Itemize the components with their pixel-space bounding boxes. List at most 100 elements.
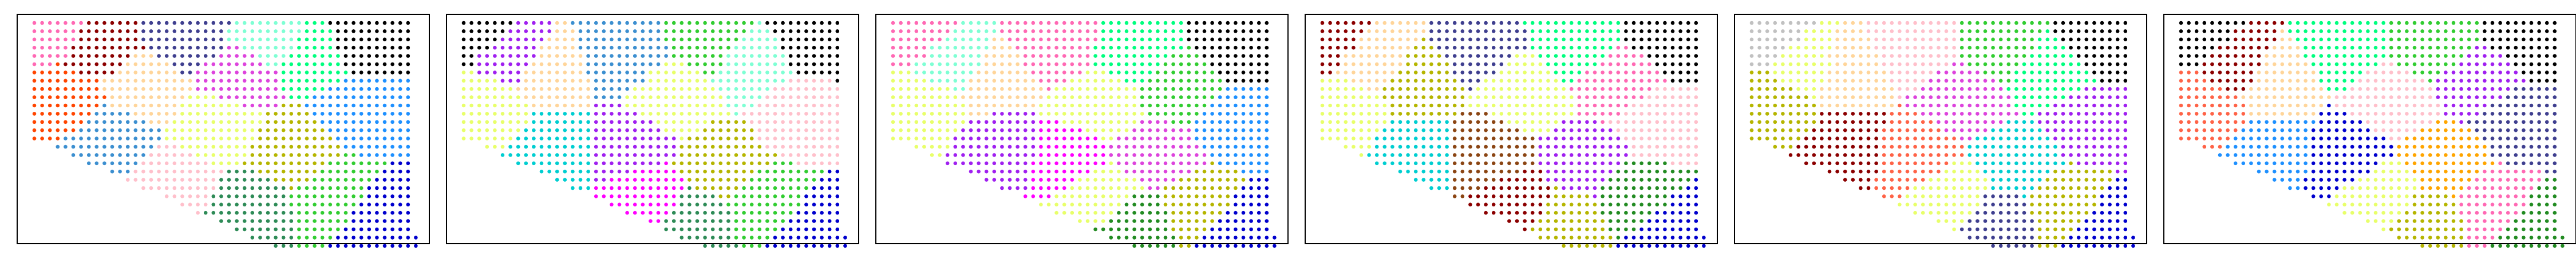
spot-point [94, 29, 99, 33]
spot-point [1062, 95, 1066, 99]
spot-point [664, 202, 668, 207]
spot-point [1171, 178, 1175, 182]
spot-point [649, 178, 653, 182]
spot-point [547, 45, 551, 50]
spot-point [671, 202, 676, 207]
spot-point [1499, 178, 1504, 182]
spot-point [804, 186, 808, 190]
spot-point [1039, 45, 1043, 50]
spot-point [835, 186, 840, 190]
spot-point [336, 37, 340, 42]
spot-point [1554, 62, 1558, 67]
spot-point [1187, 244, 1191, 248]
spot-point [1187, 37, 1191, 42]
spot-point [977, 128, 981, 132]
spot-point [1843, 144, 1847, 149]
spot-point [1054, 54, 1058, 58]
spot-point [461, 21, 466, 25]
spot-point [367, 95, 372, 99]
spot-point [1062, 87, 1066, 91]
spot-point [1445, 120, 1449, 124]
spot-point [1406, 169, 1410, 174]
spot-point [1367, 153, 1371, 157]
spot-point [1694, 227, 1698, 232]
spot-point [742, 169, 746, 174]
spot-point [1757, 112, 1761, 116]
spot-point [1804, 120, 1808, 124]
spot-point [1585, 29, 1589, 33]
spot-point [1773, 103, 1777, 108]
spot-point [516, 128, 520, 132]
spot-point [351, 120, 355, 124]
spot-point [1491, 161, 1496, 166]
spot-point [1585, 62, 1589, 67]
spot-point [1639, 112, 1643, 116]
spot-point [1647, 227, 1652, 232]
spot-point [1054, 112, 1058, 116]
spot-point [1577, 144, 1582, 149]
spot-point [906, 62, 911, 67]
spot-point [1249, 112, 1253, 116]
spot-point [351, 194, 355, 198]
spot-point [1117, 194, 1121, 198]
spot-point [1820, 62, 1824, 67]
spot-point [1226, 153, 1230, 157]
spot-point [250, 37, 255, 42]
spot-point [1328, 103, 1332, 108]
spot-point [1562, 71, 1566, 75]
spot-point [203, 29, 208, 33]
spot-point [1445, 45, 1449, 50]
spot-point [1210, 210, 1214, 215]
spot-point [835, 103, 840, 108]
spot-point [1491, 128, 1496, 132]
spot-point [953, 87, 958, 91]
spot-point [742, 95, 746, 99]
spot-point [1820, 29, 1824, 33]
spot-point [118, 37, 122, 42]
spot-point [1109, 194, 1113, 198]
spot-point [1320, 128, 1325, 132]
spot-point [56, 136, 60, 140]
spot-point [1320, 120, 1325, 124]
spot-point [1530, 144, 1535, 149]
spot-point [820, 45, 824, 50]
spot-point [1382, 120, 1387, 124]
spot-point [586, 144, 590, 149]
spot-point [749, 103, 754, 108]
spot-point [625, 202, 629, 207]
spot-point [1437, 161, 1441, 166]
spot-point [555, 95, 559, 99]
spot-point [1398, 87, 1402, 91]
spot-point [641, 37, 645, 42]
spot-point [1639, 29, 1643, 33]
spot-point [1468, 37, 1472, 42]
spot-point [695, 120, 700, 124]
spot-point [578, 45, 583, 50]
spot-point [1390, 128, 1394, 132]
spot-point [1476, 45, 1480, 50]
spot-point [188, 153, 192, 157]
spot-point [1148, 227, 1152, 232]
spot-point [788, 112, 793, 116]
spot-point [1132, 120, 1136, 124]
spot-point [289, 219, 294, 223]
spot-point [406, 103, 410, 108]
spot-point [359, 219, 364, 223]
spot-point [1460, 103, 1465, 108]
spot-point [1367, 54, 1371, 58]
spot-point [1367, 29, 1371, 33]
spot-point [649, 37, 653, 42]
spot-point [1523, 153, 1527, 157]
spot-point [602, 87, 606, 91]
spot-point [188, 103, 192, 108]
spot-point [1187, 202, 1191, 207]
spot-point [1460, 186, 1465, 190]
spot-point [1148, 202, 1152, 207]
spot-point [1859, 62, 1863, 67]
spot-point [1882, 161, 1886, 166]
spot-point [406, 29, 410, 33]
spot-point [1257, 45, 1261, 50]
spot-point [804, 103, 808, 108]
spot-point [1234, 178, 1238, 182]
spot-point [757, 219, 762, 223]
